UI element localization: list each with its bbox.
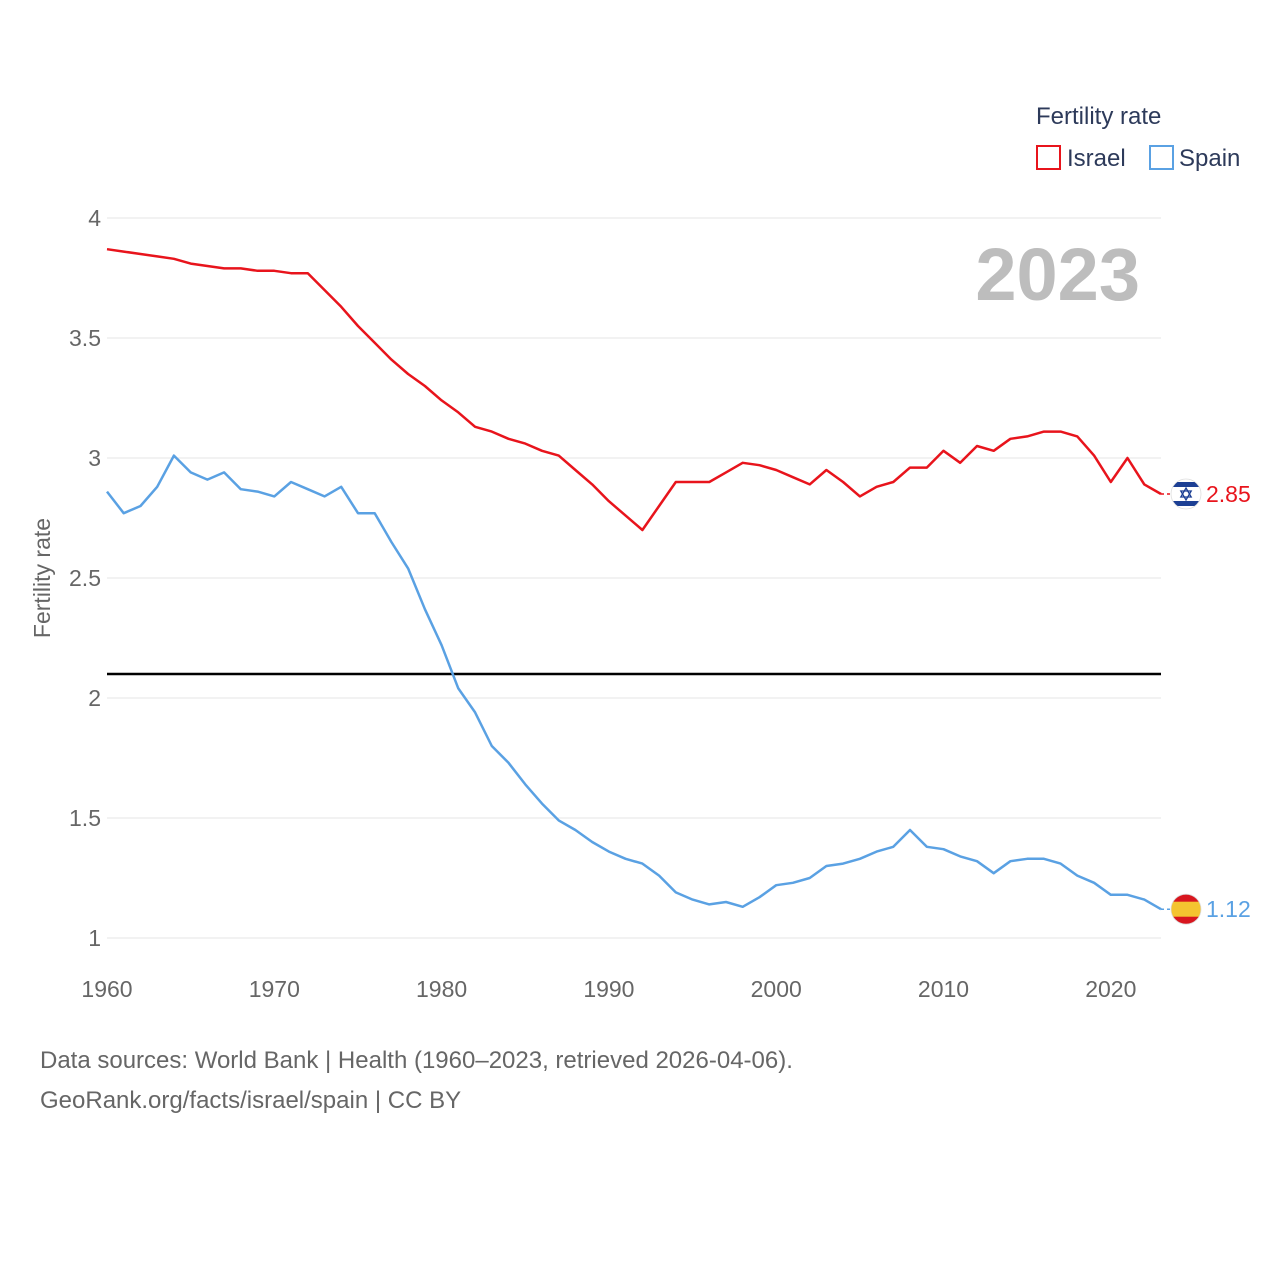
- y-tick-label: 3: [88, 445, 101, 471]
- series-line-spain[interactable]: [106, 454, 1162, 911]
- grid-lines: [107, 217, 1161, 939]
- x-tick-label: 2000: [751, 976, 802, 1002]
- x-axis-ticks: 1960 1970 1980 1990 2000 2010 2020: [81, 976, 1136, 1002]
- year-label: 2023: [975, 233, 1140, 316]
- end-value-label: 1.12: [1206, 896, 1251, 922]
- x-tick-label: 1970: [249, 976, 300, 1002]
- y-tick-label: 1.5: [69, 805, 101, 831]
- legend-swatch-israel: [1036, 145, 1061, 170]
- series-lines: [106, 247, 1162, 911]
- israel-flag: [1170, 478, 1202, 510]
- legend-label-israel: Israel: [1067, 145, 1126, 172]
- x-tick-label: 1980: [416, 976, 467, 1002]
- x-tick-label: 1960: [81, 976, 132, 1002]
- y-tick-label: 2.5: [69, 565, 101, 591]
- x-tick-label: 2010: [918, 976, 969, 1002]
- spain-flag: [1170, 893, 1202, 925]
- y-tick-label: 4: [88, 205, 101, 231]
- source-link[interactable]: GeoRank.org/facts/israel/spain | CC BY: [40, 1087, 462, 1114]
- y-axis-label: Fertility rate: [29, 518, 55, 638]
- legend[interactable]: Fertility rate Israel Spain: [1036, 103, 1240, 172]
- data-sources-text: Data sources: World Bank | Health (1960–…: [40, 1047, 793, 1074]
- legend-title: Fertility rate: [1036, 103, 1161, 130]
- y-tick-label: 1: [88, 925, 101, 951]
- end-value-label: 2.85: [1206, 481, 1251, 507]
- footer: Data sources: World Bank | Health (1960–…: [40, 1041, 793, 1121]
- series-line-israel[interactable]: [106, 247, 1162, 532]
- y-axis-ticks: 1 1.5 2 2.5 3 3.5 4: [69, 205, 101, 951]
- y-tick-label: 2: [88, 685, 101, 711]
- flag-border: [1170, 478, 1202, 510]
- legend-label-spain: Spain: [1179, 145, 1240, 172]
- end-markers: 2.85 1.12: [1161, 478, 1251, 925]
- x-tick-label: 1990: [583, 976, 634, 1002]
- legend-swatch-spain: [1149, 145, 1174, 170]
- x-tick-label: 2020: [1085, 976, 1136, 1002]
- flag-border: [1170, 893, 1202, 925]
- legend-item-spain[interactable]: Spain: [1149, 145, 1240, 172]
- y-tick-label: 3.5: [69, 325, 101, 351]
- legend-item-israel[interactable]: Israel: [1036, 145, 1126, 172]
